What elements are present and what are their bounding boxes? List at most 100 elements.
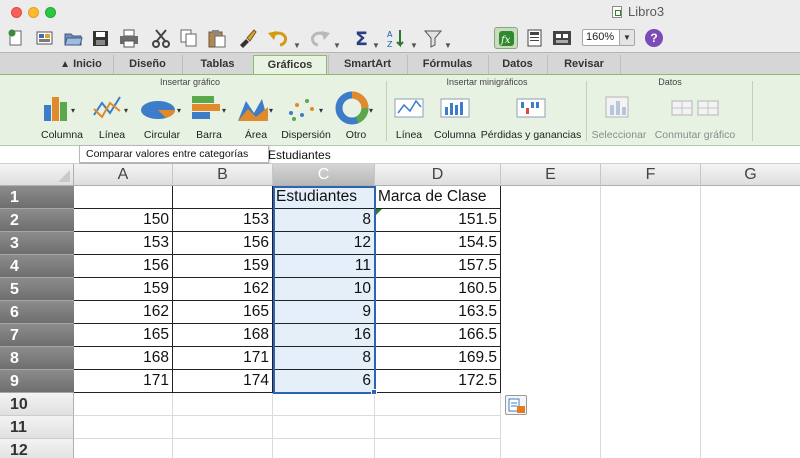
filter-icon[interactable]: ▼ [422,27,452,50]
pie-chart-button[interactable]: ▾ Circular [138,91,186,141]
open-icon[interactable] [62,27,84,49]
column-header-b[interactable]: B [173,164,273,186]
area-chart-button[interactable]: ▾ Área [234,91,278,141]
column-header-e[interactable]: E [501,164,601,186]
cell[interactable]: 163.5 [375,301,501,324]
row-header-5[interactable]: 5 [0,278,74,301]
templates-icon[interactable] [34,27,56,49]
cut-icon[interactable] [150,27,172,49]
cell[interactable] [375,416,501,439]
row-header-6[interactable]: 6 [0,301,74,324]
cell[interactable]: 171 [173,347,273,370]
row-header-1[interactable]: 1 [0,186,74,209]
autosum-icon[interactable]: Σ ▼ [355,28,380,50]
column-chart-button[interactable]: ▾ Columna [40,91,84,141]
empty-cells-e[interactable] [501,186,601,458]
cell[interactable] [173,439,273,458]
cell[interactable] [273,416,375,439]
tab-graficos[interactable]: Gráficos [253,55,327,75]
cell[interactable]: 172.5 [375,370,501,393]
cell[interactable]: 8 [273,347,375,370]
empty-cells-g[interactable] [701,186,800,458]
empty-cells-f[interactable] [601,186,701,458]
print-icon[interactable] [118,27,140,49]
cell[interactable]: 168 [173,324,273,347]
row-header-8[interactable]: 8 [0,347,74,370]
cell[interactable]: 9 [273,301,375,324]
cell[interactable]: 160.5 [375,278,501,301]
row-header-9[interactable]: 9 [0,370,74,393]
minimize-window-button[interactable] [28,7,39,18]
row-header-3[interactable]: 3 [0,232,74,255]
cell[interactable] [375,393,501,416]
cell[interactable]: 162 [173,278,273,301]
cell[interactable]: 6 [273,370,375,393]
bar-chart-button[interactable]: ▾ Barra [188,91,230,141]
sparkline-column-button[interactable]: Columna [434,91,476,141]
new-icon[interactable] [6,27,26,49]
scatter-chart-button[interactable]: ▾ Dispersión [281,91,331,141]
column-header-c[interactable]: C [273,164,375,186]
cell-header-marca-de-clase[interactable]: Marca de Clase [375,186,501,209]
tab-tablas[interactable]: Tablas [182,55,252,75]
cell[interactable]: 156 [74,255,173,278]
tab-formulas[interactable]: Fórmulas [407,55,487,75]
tab-datos[interactable]: Datos [488,55,546,75]
maximize-window-button[interactable] [45,7,56,18]
row-header-2[interactable]: 2 [0,209,74,232]
select-all-corner[interactable] [0,164,74,186]
cell[interactable]: 171 [74,370,173,393]
cell[interactable]: 16 [273,324,375,347]
cell[interactable]: 150 [74,209,173,232]
select-data-button[interactable]: Seleccionar [592,91,646,141]
column-header-g[interactable]: G [701,164,800,186]
cell[interactable]: 153 [173,209,273,232]
cell[interactable] [173,393,273,416]
row-header-10[interactable]: 10 [0,393,74,416]
cell[interactable]: 165 [173,301,273,324]
cell[interactable]: 169.5 [375,347,501,370]
redo-icon[interactable]: ▼ [306,27,342,50]
row-header-7[interactable]: 7 [0,324,74,347]
cell[interactable]: 168 [74,347,173,370]
tab-revisar[interactable]: Revisar [547,55,621,75]
other-chart-button[interactable]: ▾ Otro [334,91,378,141]
cell[interactable]: 156 [173,232,273,255]
undo-icon[interactable]: ▼ [266,27,302,50]
cell[interactable]: 162 [74,301,173,324]
cell[interactable] [173,416,273,439]
toolbox-icon[interactable] [550,27,574,49]
cell[interactable] [74,416,173,439]
cell[interactable]: 165 [74,324,173,347]
gallery-icon[interactable] [524,27,546,49]
function-icon[interactable]: fx [494,27,518,49]
copy-icon[interactable] [178,27,200,49]
row-header-4[interactable]: 4 [0,255,74,278]
row-header-11[interactable]: 11 [0,416,74,439]
cell[interactable] [74,439,173,458]
paste-options-button[interactable] [505,395,527,415]
close-window-button[interactable] [11,7,22,18]
cell[interactable]: 8 [273,209,375,232]
cell[interactable] [74,186,173,209]
cell[interactable] [273,393,375,416]
cell[interactable] [173,186,273,209]
switch-row-column-button[interactable]: Conmutar gráfico [655,91,735,141]
help-icon[interactable]: ? [645,29,663,47]
paste-icon[interactable] [206,27,228,49]
cell[interactable]: 10 [273,278,375,301]
sparkline-line-button[interactable]: Línea [392,91,426,141]
cell[interactable] [74,393,173,416]
tab-smartart[interactable]: SmartArt [328,55,406,75]
format-brush-icon[interactable] [236,27,258,49]
cell[interactable]: 174 [173,370,273,393]
tab-inicio[interactable]: ▲ Inicio [50,55,112,75]
spreadsheet-grid[interactable]: A B C D E F G 1 2 3 4 5 6 7 8 9 10 11 12… [0,164,800,458]
cell[interactable]: 12 [273,232,375,255]
cell[interactable] [375,439,501,458]
fill-handle[interactable] [371,389,377,395]
cell[interactable]: 157.5 [375,255,501,278]
cell[interactable]: 159 [74,278,173,301]
column-header-a[interactable]: A [74,164,173,186]
